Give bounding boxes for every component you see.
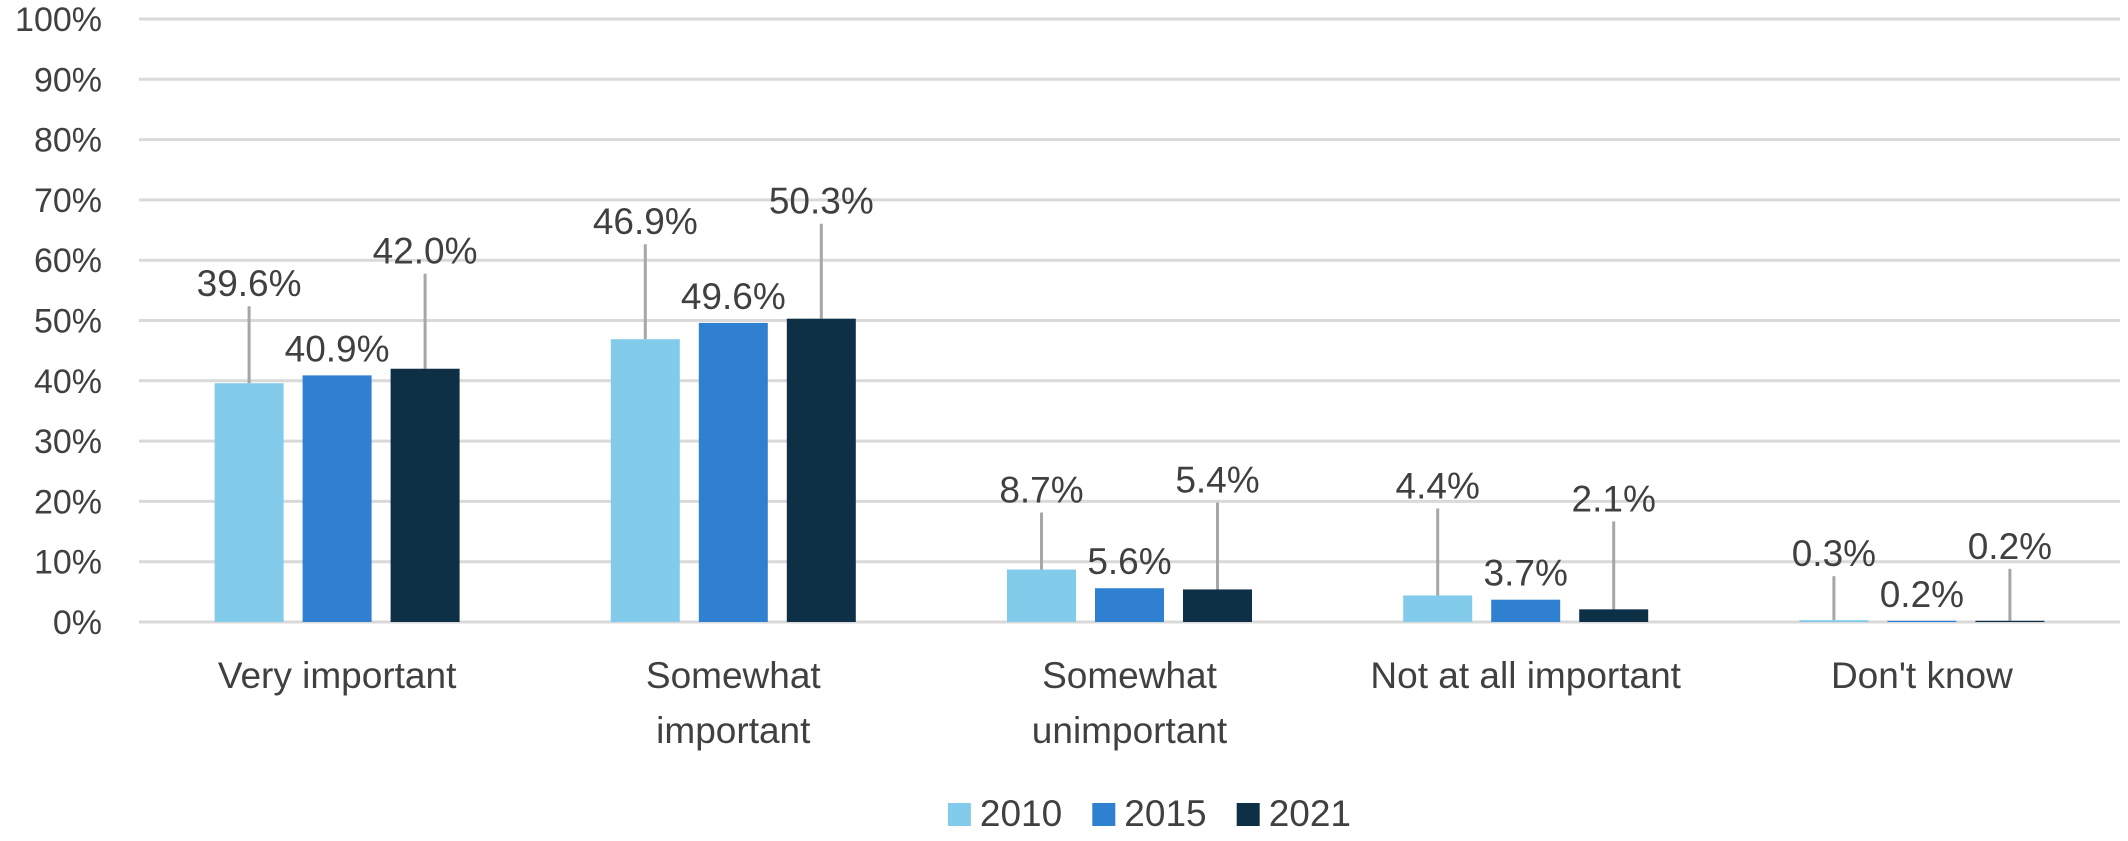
category-label: Not at all important xyxy=(1370,655,1681,696)
data-label: 49.6% xyxy=(681,276,786,317)
data-label: 50.3% xyxy=(769,181,874,222)
bar-2021 xyxy=(1975,620,2045,622)
category-label: Very important xyxy=(218,655,457,696)
legend-label: 2015 xyxy=(1124,793,1206,834)
bar-2015 xyxy=(1887,620,1957,622)
data-label: 39.6% xyxy=(197,263,302,304)
bar-2010 xyxy=(214,383,284,622)
bars xyxy=(214,318,2045,622)
y-tick-label: 30% xyxy=(34,423,102,461)
bar-2010 xyxy=(1403,595,1473,622)
y-tick-label: 20% xyxy=(34,483,102,521)
legend-swatch-2021 xyxy=(1236,803,1260,826)
bar-2010 xyxy=(610,339,680,622)
category-label: Somewhat unimportant xyxy=(1032,655,1228,751)
y-tick-label: 100% xyxy=(15,1,102,39)
data-label: 2.1% xyxy=(1572,478,1656,519)
bar-2015 xyxy=(1095,588,1164,622)
category-label-line: Not at all important xyxy=(1370,655,1681,696)
y-tick-label: 60% xyxy=(34,242,102,280)
data-labels: 39.6% 40.9% 42.0% 46.9% 49.6% 50.3% 8.7%5.6%5.… xyxy=(197,181,2052,615)
y-tick-label: 90% xyxy=(34,61,102,99)
category-label-line: Somewhat xyxy=(646,655,822,696)
bar-2015 xyxy=(698,322,768,622)
category-label-line: Very important xyxy=(218,655,457,696)
legend-swatch-2010 xyxy=(947,803,971,826)
legend-label: 2010 xyxy=(980,793,1062,834)
data-label: 5.6% xyxy=(1087,541,1171,582)
legend: 2010 2015 2021 xyxy=(947,793,1351,834)
gridlines xyxy=(139,17,2120,624)
y-tick-label: 80% xyxy=(34,122,102,160)
data-label: 46.9% xyxy=(593,201,698,242)
bar-2021 xyxy=(1183,589,1252,622)
data-label: 3.7% xyxy=(1484,553,1568,594)
y-tick-label: 40% xyxy=(34,363,102,401)
category-label: Don't know xyxy=(1831,655,2013,696)
data-label: 40.9% xyxy=(285,328,390,369)
category-label-line: Don't know xyxy=(1831,655,2013,696)
bar-2015 xyxy=(1491,599,1561,622)
bar-2010 xyxy=(1007,569,1076,622)
category-label: Somewhat important xyxy=(646,655,822,751)
bar-2021 xyxy=(1579,609,1649,622)
data-label: 42.0% xyxy=(373,231,478,272)
data-label: 5.4% xyxy=(1175,459,1259,500)
category-label-line: unimportant xyxy=(1032,710,1228,751)
y-tick-label: 50% xyxy=(34,303,102,341)
data-label: 8.7% xyxy=(999,470,1083,511)
data-label: 4.4% xyxy=(1396,465,1480,506)
category-axis-labels: Very important Somewhat important Somewhat u… xyxy=(218,655,2013,751)
bar-2015 xyxy=(302,375,372,622)
category-label-line: important xyxy=(656,710,811,751)
data-label: 0.3% xyxy=(1792,533,1876,574)
y-tick-label: 0% xyxy=(53,604,102,642)
data-label: 0.2% xyxy=(1968,526,2052,567)
y-axis-tick-labels: 0% 10% 20% 30% 40% 50% 60% 70% 80% 90% 100% xyxy=(15,1,102,642)
bar-2010 xyxy=(1799,620,1869,622)
bar-2021 xyxy=(390,368,460,622)
y-tick-label: 10% xyxy=(34,544,102,582)
data-label: 0.2% xyxy=(1880,574,1964,615)
bar-2021 xyxy=(786,318,856,622)
legend-label: 2021 xyxy=(1269,793,1351,834)
category-label-line: Somewhat xyxy=(1042,655,1218,696)
leader-lines xyxy=(247,223,2012,621)
legend-swatch-2015 xyxy=(1092,803,1116,826)
y-tick-label: 70% xyxy=(34,182,102,220)
